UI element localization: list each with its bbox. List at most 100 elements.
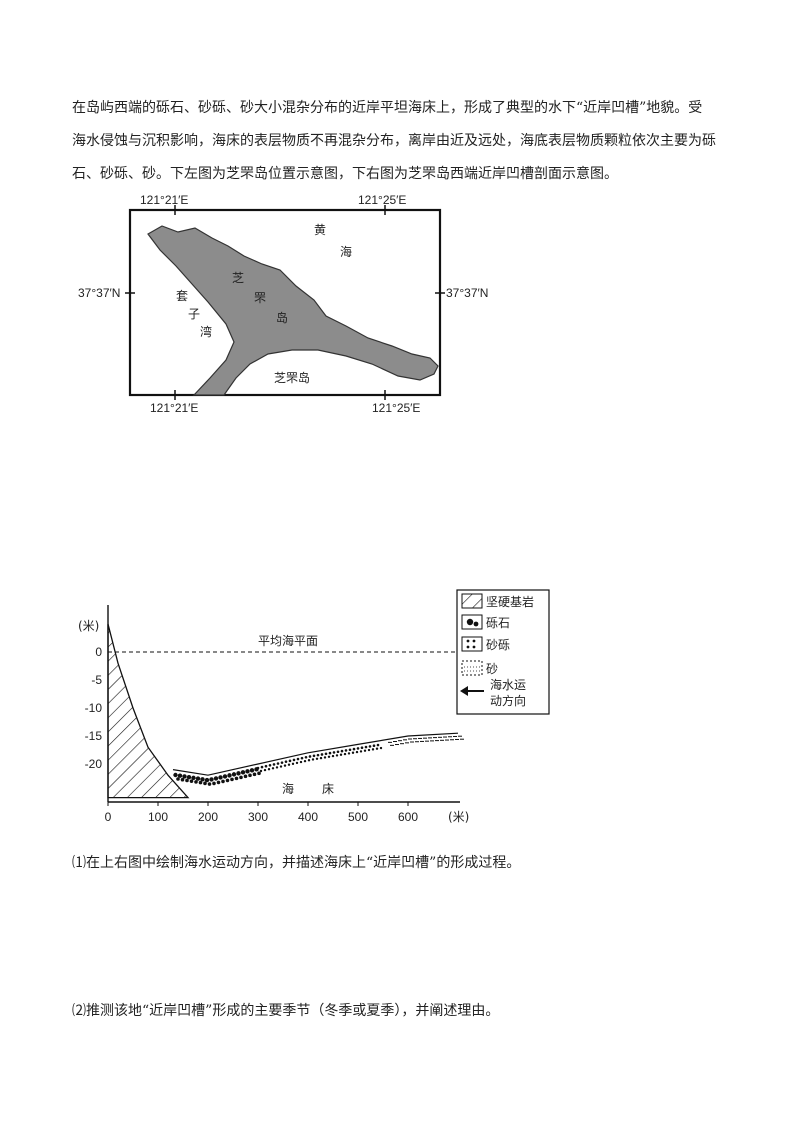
gravel-dot [225, 778, 230, 783]
sandy-gravel-dot [347, 752, 351, 755]
island-label-2: 罘 [254, 291, 266, 305]
sandy-gravel-dot [331, 754, 335, 758]
sandy-gravel-dot [371, 748, 375, 751]
island-label-1: 芝 [232, 270, 244, 285]
gravel-dot [252, 772, 257, 777]
sandy-gravel-dot [379, 746, 383, 750]
gravel-dot [248, 773, 252, 778]
plot-area [107, 623, 464, 799]
island-bottom-label: 芝罘岛 [274, 370, 310, 385]
sandy-gravel-dot [263, 768, 267, 772]
sandy-gravel-dot [351, 751, 355, 754]
sandy-gravel-dot [316, 753, 320, 757]
legend-bedrock: 坚硬基岩 [486, 594, 534, 609]
gravel-dot [189, 779, 194, 783]
sandy-gravel-dot [299, 760, 303, 764]
gravel-dot [176, 777, 180, 781]
sandy-gravel-dot [300, 756, 304, 760]
sandy-gravel-dot [327, 755, 331, 758]
gravel-dot [213, 776, 219, 781]
gravel-dot [249, 768, 255, 773]
gravel-dot [240, 770, 246, 775]
sandy-gravel-dot [279, 765, 283, 768]
sandy-gravel-dot [336, 750, 340, 754]
gravel-dot [194, 780, 198, 784]
sandy-gravel-dot [355, 750, 359, 754]
bay-label-1: 套 [176, 289, 188, 303]
x-tick-label: 400 [298, 810, 318, 824]
sandy-gravel-dot [359, 750, 363, 753]
sandy-gravel-dot [339, 753, 343, 756]
gravel-dot [182, 774, 187, 779]
gravel-dot [216, 780, 221, 785]
gravel-dot [195, 776, 201, 781]
gravel-dot [221, 779, 225, 784]
lon-bottom-left: 121°21′E [150, 401, 198, 415]
sandy-gravel-dot [283, 764, 287, 767]
sandy-gravel-dot [268, 764, 272, 767]
gravel-dot [191, 775, 196, 781]
bay-label-2: 子 [188, 307, 200, 321]
y-tick-label: -15 [85, 729, 103, 743]
island-shape [147, 225, 439, 396]
sandy-gravel-dot [328, 751, 332, 755]
gravel-dot [245, 769, 250, 774]
x-tick-label: 300 [248, 810, 268, 824]
sandy-gravel-dot [352, 747, 356, 751]
sandy-gravel-dot [319, 756, 323, 760]
y-tick-label: 0 [95, 645, 102, 659]
sandy-gravel-dot [271, 767, 275, 770]
gravel-dot [257, 771, 261, 776]
bay-label-3: 湾 [200, 324, 212, 339]
intro-line-3: 石、砂砾、砂。下左图为芝罘岛位置示意图，下右图为芝罘岛西端近岸凹槽剖面示意图。 [72, 166, 618, 182]
x-axis-unit: (米) [448, 810, 469, 824]
gravel-dot [204, 777, 210, 783]
location-map: 121°21′E 121°25′E 121°21′E 121°25′E 37°3… [78, 193, 488, 415]
island-label-3: 岛 [276, 310, 288, 325]
gravel-dot [227, 773, 232, 778]
sandy-gravel-dot [375, 747, 379, 750]
x-tick-label: 100 [148, 810, 168, 824]
sandy-gravel-dot [288, 759, 292, 763]
gravel-dot [222, 774, 228, 779]
x-tick-label: 500 [348, 810, 368, 824]
gravel-dot [186, 774, 192, 780]
seabed-label-2: 床 [322, 782, 334, 796]
sandy-gravel-dot [323, 756, 327, 759]
gravel-dot [173, 772, 178, 778]
intro-paragraph: 在岛屿西端的砾石、砂砾、砂大小混杂分布的近岸平坦海床上，形成了典型的水下“近岸凹… [72, 92, 732, 191]
legend-sand: 砂 [486, 662, 498, 676]
y-axis-unit: (米) [78, 619, 99, 633]
intro-line-1: 在岛屿西端的砾石、砂砾、砂大小混杂分布的近岸平坦海床上，形成了典型的水下“近岸凹… [72, 100, 703, 116]
y-tick-label: -5 [91, 673, 102, 687]
gravel-dot [231, 772, 237, 777]
sandy-gravel-dot [311, 758, 315, 761]
gravel-dot [234, 776, 239, 781]
sandy-gravel-dot [324, 752, 328, 756]
legend: 坚硬基岩 砾石 砂砾 砂 海水运 动方向 [456, 589, 550, 715]
gravel-dot [218, 775, 223, 780]
intro-line-2: 海水侵蚀与沉积影响，海床的表层物质不再混杂分布，离岸由近及远处，海底表层物质颗粒… [72, 133, 716, 149]
sandy-gravel-dot [332, 751, 336, 754]
sandy-gravel-dot [267, 768, 271, 771]
lon-top-left: 121°21′E [140, 193, 188, 207]
sandy-gravel-dot [276, 762, 280, 765]
x-tick-label: 600 [398, 810, 418, 824]
sandy-gravel-dot [307, 759, 311, 762]
legend-gravel: 砾石 [486, 616, 510, 630]
sandy-gravel-dot [260, 765, 264, 769]
gravel-dot [230, 777, 234, 782]
sea-level-label: 平均海平面 [258, 633, 318, 648]
sandy-gravel-dot [259, 769, 263, 773]
lon-top-right: 121°25′E [358, 193, 406, 207]
sandy-gravel-dot [376, 743, 380, 747]
sandy-gravel-dot [360, 746, 364, 750]
sandy-gravel-dot [291, 762, 295, 766]
sandy-gravel-dot [315, 757, 319, 760]
lat-left: 37°37′N [78, 286, 120, 300]
sandy-gravel-dot [364, 745, 368, 749]
sandy-gravel-dot [295, 761, 299, 765]
x-tick-label: 200 [198, 810, 218, 824]
legend-arrow-line-1: 海水运 [490, 677, 526, 692]
sandy-gravel-dot [344, 749, 348, 752]
